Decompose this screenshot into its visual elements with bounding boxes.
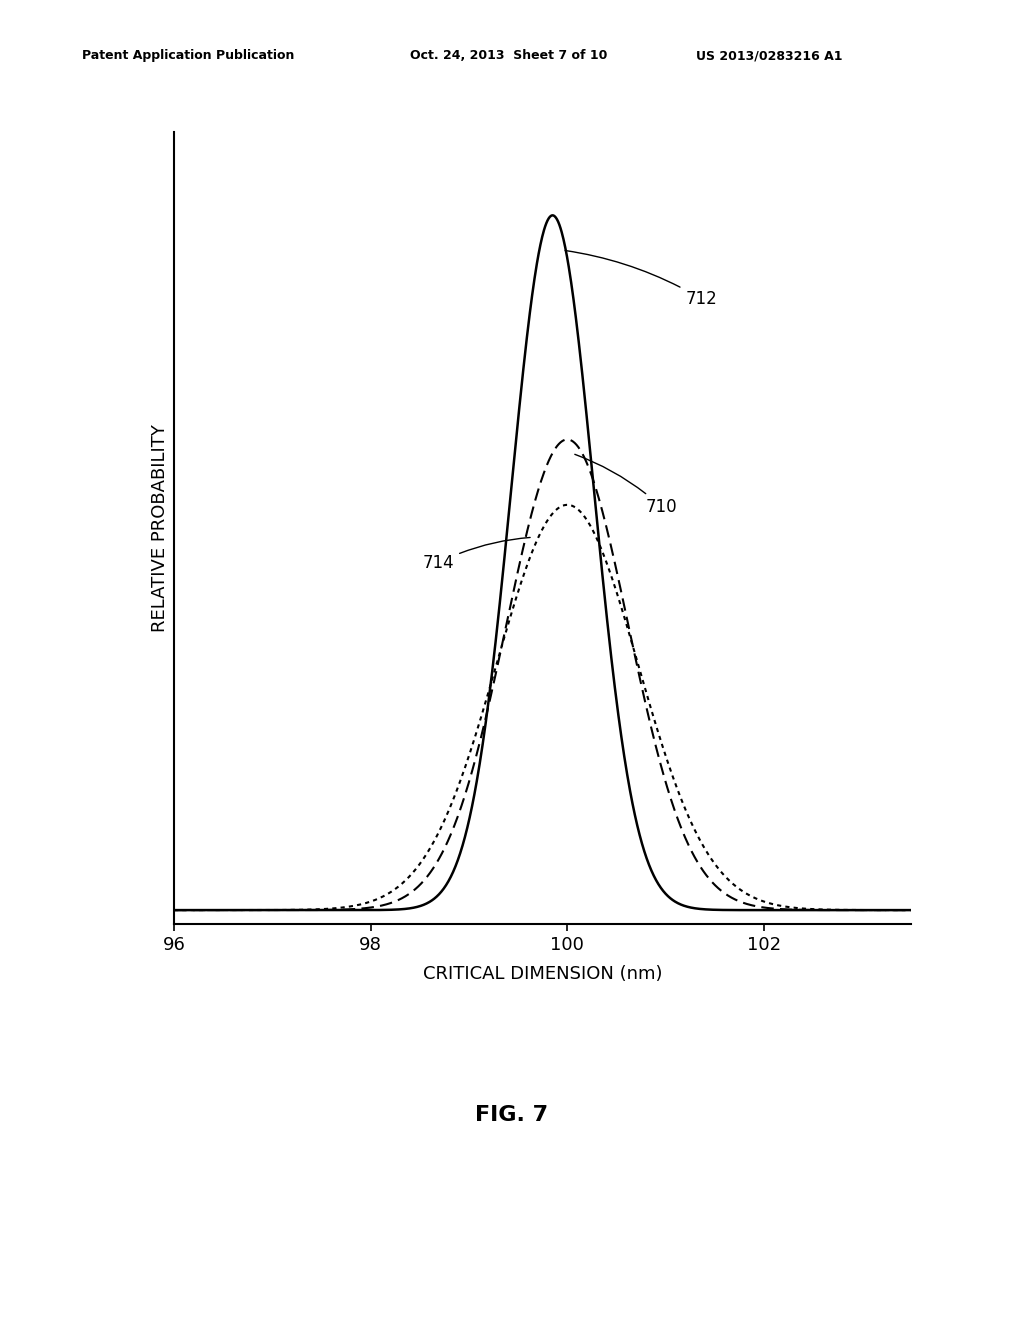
Text: Patent Application Publication: Patent Application Publication: [82, 49, 294, 62]
X-axis label: CRITICAL DIMENSION (nm): CRITICAL DIMENSION (nm): [423, 965, 663, 983]
Text: FIG. 7: FIG. 7: [475, 1105, 549, 1126]
Text: US 2013/0283216 A1: US 2013/0283216 A1: [696, 49, 843, 62]
Y-axis label: RELATIVE PROBABILITY: RELATIVE PROBABILITY: [152, 424, 169, 632]
Text: Oct. 24, 2013  Sheet 7 of 10: Oct. 24, 2013 Sheet 7 of 10: [410, 49, 607, 62]
Text: 710: 710: [574, 454, 678, 516]
Text: 712: 712: [565, 251, 717, 308]
Text: 714: 714: [423, 537, 530, 572]
